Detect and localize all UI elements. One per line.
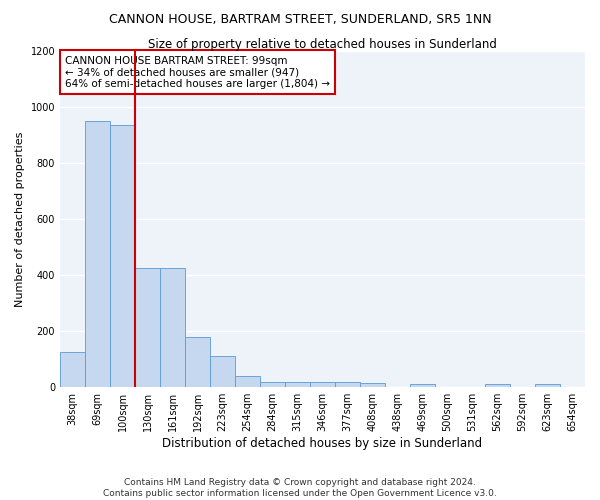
- Bar: [110, 125, 135, 387]
- Bar: [410, 384, 435, 387]
- Text: Contains HM Land Registry data © Crown copyright and database right 2024.
Contai: Contains HM Land Registry data © Crown c…: [103, 478, 497, 498]
- Bar: [210, 356, 235, 387]
- Bar: [360, 383, 385, 387]
- X-axis label: Distribution of detached houses by size in Sunderland: Distribution of detached houses by size …: [163, 437, 482, 450]
- Bar: [260, 382, 285, 387]
- Bar: [235, 376, 260, 387]
- Bar: [135, 268, 160, 387]
- Bar: [485, 384, 510, 387]
- Bar: [185, 336, 210, 387]
- Bar: [85, 120, 110, 387]
- Bar: [60, 352, 85, 387]
- Bar: [535, 384, 560, 387]
- Bar: [310, 382, 335, 387]
- Title: Size of property relative to detached houses in Sunderland: Size of property relative to detached ho…: [148, 38, 497, 51]
- Text: CANNON HOUSE, BARTRAM STREET, SUNDERLAND, SR5 1NN: CANNON HOUSE, BARTRAM STREET, SUNDERLAND…: [109, 12, 491, 26]
- Bar: [285, 382, 310, 387]
- Y-axis label: Number of detached properties: Number of detached properties: [15, 131, 25, 306]
- Bar: [160, 268, 185, 387]
- Text: CANNON HOUSE BARTRAM STREET: 99sqm
← 34% of detached houses are smaller (947)
64: CANNON HOUSE BARTRAM STREET: 99sqm ← 34%…: [65, 56, 330, 89]
- Bar: [335, 382, 360, 387]
